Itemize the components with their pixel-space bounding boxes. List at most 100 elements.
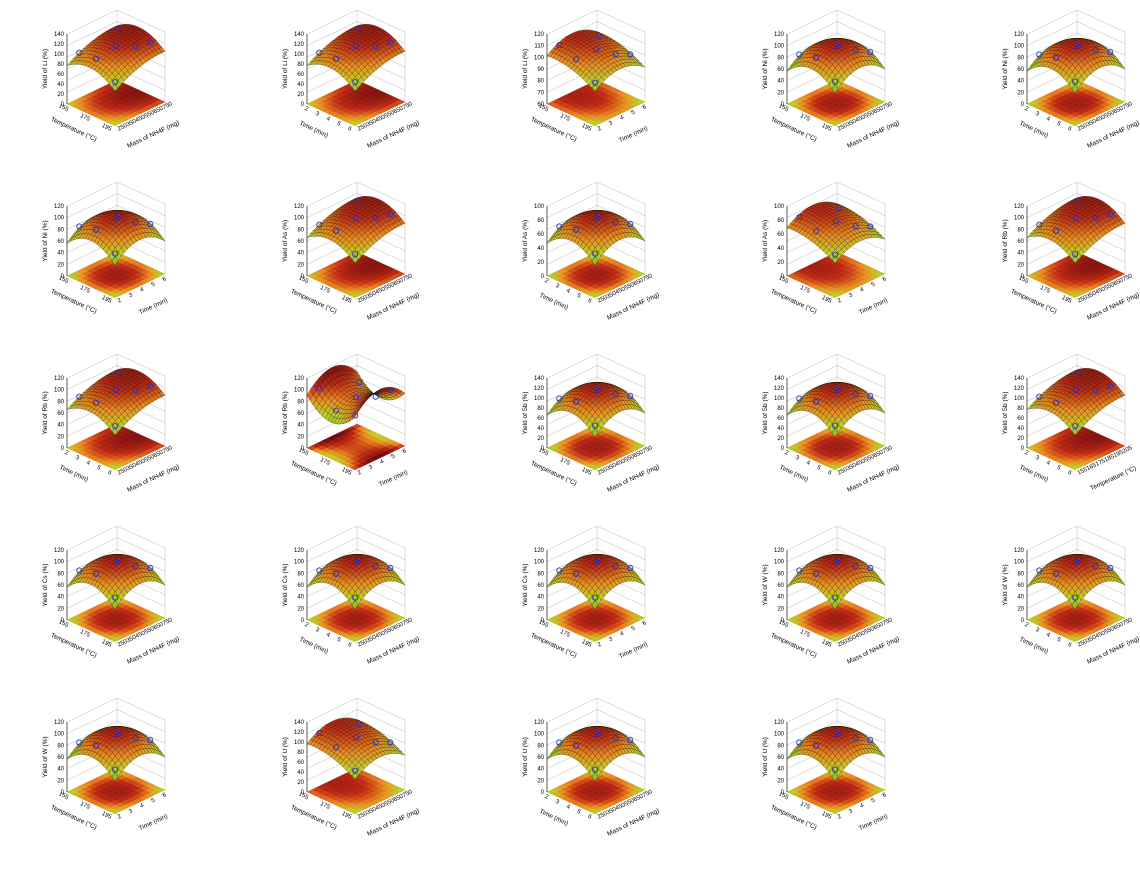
z-tick-label: 20 <box>297 434 304 440</box>
right-axis-tick-label: 350 <box>846 118 858 128</box>
right-axis-tick-label: 350 <box>1086 118 1098 128</box>
data-point-marker <box>132 42 139 50</box>
data-point-marker <box>1052 228 1060 235</box>
right-axis-tick-label: 450 <box>375 286 387 296</box>
right-axis-tick-label: 3 <box>368 464 374 471</box>
surface-facet <box>351 83 359 92</box>
right-axis-tick-label: 450 <box>1095 286 1107 296</box>
data-point-marker <box>372 214 379 222</box>
z-tick-label: 80 <box>57 62 64 68</box>
z-tick-label: 80 <box>1017 227 1024 233</box>
z-tick-label: 60 <box>57 72 64 78</box>
z-tick-label: 120 <box>54 42 65 48</box>
right-axis-tick-label: 550 <box>1104 282 1116 292</box>
data-point-marker <box>352 43 360 50</box>
data-point-marker <box>612 218 619 225</box>
z-tick-label: 60 <box>297 411 304 417</box>
data-point-marker <box>356 26 363 33</box>
data-point-marker <box>332 407 340 414</box>
left-axis-label: Temperature (°C) <box>290 459 339 487</box>
wall-gridline <box>1026 33 1126 58</box>
left-axis-tick-label: 155 <box>777 275 789 285</box>
right-axis-tick-label: 450 <box>135 458 147 468</box>
z-tick-label: 0 <box>301 446 305 452</box>
left-axis-tick-label: 195 <box>581 123 593 133</box>
right-axis-tick-label: 2 <box>357 469 363 476</box>
right-axis-tick-label: 3 <box>608 120 614 127</box>
left-axis-tick-label: 6 <box>587 298 593 305</box>
data-point-marker <box>352 215 360 222</box>
z-tick-label: 0 <box>781 102 785 108</box>
z-tick-label: 0 <box>301 274 305 280</box>
z-tick-label: 120 <box>534 32 545 38</box>
z-tick-label: 100 <box>1014 44 1025 50</box>
right-axis-tick-label: 250 <box>117 123 129 133</box>
z-tick-label: 80 <box>777 55 784 61</box>
left-axis-tick-label: 175 <box>319 457 331 467</box>
data-point-marker <box>592 214 600 221</box>
data-point-marker <box>1072 215 1080 222</box>
data-point-marker <box>387 387 394 394</box>
wall-gridline <box>546 205 646 230</box>
right-axis-tick-label: 450 <box>615 286 627 296</box>
right-axis-tick-label: 350 <box>126 462 138 472</box>
contour-cell <box>351 423 363 429</box>
data-point-marker <box>112 214 120 221</box>
right-axis-tick-label: 350 <box>366 290 378 300</box>
right-axis-tick-label: 750 <box>1122 273 1134 283</box>
left-axis-tick-label: 195 <box>821 123 833 133</box>
z-tick-label: 80 <box>297 62 304 68</box>
z-tick-label: 140 <box>54 32 65 38</box>
z-axis-label: Yield of Ni (%) <box>762 48 769 89</box>
surface-plot-panel: 0 20 40 60 80 100 Yield of As (%) 155 175 195 Temp… <box>730 180 940 340</box>
right-axis-tick-label: 550 <box>384 110 396 120</box>
data-point-marker <box>352 251 359 258</box>
data-point-marker <box>867 223 874 230</box>
left-axis-tick-label: 6 <box>1067 126 1073 133</box>
left-axis-tick-label: 195 <box>821 295 833 305</box>
left-axis-tick-label: 155 <box>297 275 309 285</box>
z-tick-label: 80 <box>777 218 784 224</box>
z-tick-label: 20 <box>1017 90 1024 96</box>
left-axis-tick-label: 195 <box>341 467 353 477</box>
z-axis-label: Yield of Ni (%) <box>1002 48 1009 89</box>
z-tick-label: 120 <box>294 204 305 210</box>
z-tick-label: 100 <box>1014 216 1025 222</box>
data-point-marker <box>387 39 394 46</box>
z-axis-label: Yield of As (%) <box>522 220 529 262</box>
right-axis-tick-label: 750 <box>162 101 174 111</box>
right-axis-tick-label: 750 <box>1122 101 1134 111</box>
left-axis-label: Time (min) <box>538 292 569 311</box>
data-point-marker <box>356 198 363 205</box>
right-axis-tick-label: 650 <box>873 105 885 115</box>
data-point-marker <box>76 393 83 400</box>
z-tick-label: 0 <box>301 102 305 108</box>
data-point-marker <box>112 250 119 257</box>
right-axis-tick-label: 550 <box>144 454 156 464</box>
left-axis-tick-label: 3 <box>74 455 80 462</box>
right-axis-tick-label: 3 <box>128 292 134 299</box>
data-point-marker <box>1092 214 1099 222</box>
z-tick-label: 80 <box>537 79 544 85</box>
data-point-marker <box>387 211 394 218</box>
data-point-marker <box>867 49 874 56</box>
data-point-marker <box>132 218 139 225</box>
right-axis-tick-label: 250 <box>357 295 369 305</box>
right-axis-label: Time (min) <box>618 125 649 144</box>
right-axis-tick-label: 2 <box>837 297 843 304</box>
z-tick-label: 40 <box>297 82 304 88</box>
surface-facet <box>831 255 839 264</box>
right-axis-tick-label: 250 <box>1077 123 1089 133</box>
left-axis-label: Temperature (°C) <box>770 115 819 143</box>
surface-plot-panel: 60 70 80 90 100 110 120 Yield of Li (%) 155 175 19… <box>490 8 700 168</box>
right-axis-tick-label: 5 <box>151 281 157 288</box>
wall-gridline <box>546 377 646 402</box>
z-axis-label: Yield of Rb (%) <box>282 391 289 434</box>
data-point-marker <box>832 251 839 258</box>
right-axis-tick-label: 450 <box>135 114 147 124</box>
left-axis-tick-label: 195 <box>101 295 113 305</box>
